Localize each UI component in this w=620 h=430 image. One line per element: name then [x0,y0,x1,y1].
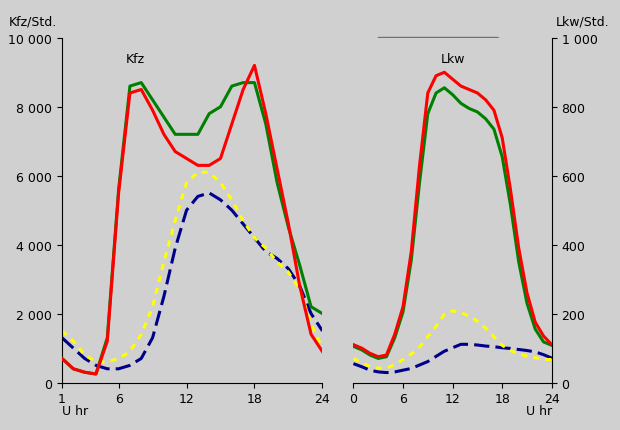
Text: Kfz/Std.: Kfz/Std. [9,15,57,28]
Text: Lkw/Std.: Lkw/Std. [556,15,609,28]
Text: U hr: U hr [62,404,88,417]
Text: Kfz: Kfz [125,53,144,66]
Legend: Mo. – Do., Fr., Sa., So.- Feiertag: Mo. – Do., Fr., Sa., So.- Feiertag [377,38,498,116]
Text: U hr: U hr [526,404,552,417]
Text: Lkw: Lkw [440,53,465,66]
